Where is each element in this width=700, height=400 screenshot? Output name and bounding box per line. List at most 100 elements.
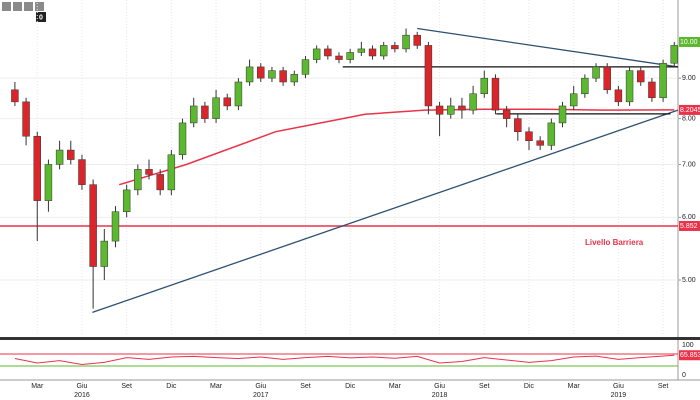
x-tick-label: Dic	[345, 383, 356, 390]
candle-body	[536, 140, 544, 146]
candle-body	[469, 93, 477, 111]
candle-body	[480, 77, 489, 95]
badge[interactable]: 0	[39, 14, 43, 21]
x-tick-label: Giu	[77, 383, 88, 390]
x-tick-label: Giu	[434, 383, 445, 390]
candle-body	[424, 45, 433, 107]
y-tick-label: 9.00	[682, 75, 696, 82]
toolbar: 0	[2, 2, 46, 22]
candle-body	[637, 70, 645, 83]
last-price-box	[679, 36, 700, 47]
candle-body	[312, 48, 321, 60]
x-tick-label: Set	[300, 383, 311, 390]
x-tick-label: Dic	[524, 383, 535, 390]
x-tick-label: Set	[479, 383, 490, 390]
candle-body	[245, 66, 254, 83]
trendline	[92, 109, 679, 314]
oscillator-value-label: 65.853	[680, 352, 700, 359]
tool-icon[interactable]	[13, 2, 22, 11]
panel-separator	[0, 337, 700, 340]
candle-body	[145, 169, 153, 175]
candle-body	[111, 211, 120, 242]
candle-body	[268, 70, 276, 79]
year-label: 2016	[74, 392, 90, 399]
candle-body	[301, 59, 310, 75]
x-tick-label: Mar	[568, 383, 581, 390]
candle-body	[435, 105, 444, 115]
x-tick-label: Dic	[166, 383, 177, 390]
candle-body	[189, 105, 198, 124]
moving-average	[118, 108, 675, 186]
x-tick-label: Giu	[255, 383, 266, 390]
x-tick-label: Set	[658, 383, 669, 390]
tool-icon[interactable]	[2, 2, 11, 11]
candle-body	[11, 89, 19, 103]
y-tick-label: 6.00	[682, 214, 696, 221]
candle-body	[201, 105, 209, 119]
badge-box[interactable]	[36, 12, 46, 22]
oscillator-tick-label: 100	[682, 342, 694, 349]
candle-body	[156, 174, 164, 191]
x-tick-label: Set	[121, 383, 132, 390]
candle-body	[212, 97, 220, 119]
x-tick-label: Giu	[613, 383, 624, 390]
barrier-box	[679, 220, 700, 231]
barrier-name: Livello Barriera	[585, 238, 644, 247]
candle-body	[569, 93, 578, 107]
candle-body	[134, 169, 142, 191]
candle-body	[581, 77, 589, 95]
moving-average-label: 8.2045	[680, 107, 700, 114]
candle-body	[257, 66, 265, 79]
y-tick-label: 7.00	[682, 161, 696, 168]
candle-body	[659, 62, 667, 99]
y-tick-label: 5.00	[682, 277, 696, 284]
candle-body	[22, 101, 30, 137]
candle-body	[357, 48, 366, 53]
oscillator-tick-label: 0	[682, 372, 686, 379]
candle-body	[67, 149, 75, 160]
candle-body	[368, 48, 377, 57]
candle-body	[335, 55, 343, 60]
candle-body	[514, 118, 522, 132]
candle-body	[547, 122, 556, 146]
last-price-label: 10.00	[680, 39, 698, 46]
candle-body	[592, 66, 600, 79]
tool-icon[interactable]	[35, 2, 44, 11]
candle-body	[55, 149, 64, 165]
candle-body	[279, 70, 287, 83]
year-label: 2018	[432, 392, 448, 399]
oscillator-line	[14, 354, 675, 366]
moving-average-box	[679, 104, 700, 115]
candle-body	[447, 105, 455, 115]
candle-body	[614, 89, 623, 103]
tool-icon[interactable]	[24, 2, 33, 11]
candle-body	[525, 131, 533, 142]
x-tick-label: Mar	[210, 383, 223, 390]
candle-body	[33, 135, 41, 201]
candle-body	[78, 159, 86, 185]
candle-body	[122, 189, 131, 212]
candle-body	[234, 81, 243, 107]
candle-body	[625, 70, 634, 103]
y-tick-label: 8.00	[682, 115, 696, 122]
candle-body	[290, 74, 299, 83]
year-label: 2017	[253, 392, 269, 399]
candle-body	[324, 48, 332, 57]
candle-body	[603, 66, 611, 91]
x-tick-label: Mar	[31, 383, 44, 390]
barrier-label: 5.852	[680, 223, 698, 230]
year-label: 2019	[611, 392, 627, 399]
candle-body	[491, 77, 500, 111]
candle-body	[100, 240, 109, 267]
candle-body	[413, 34, 421, 46]
candle-body	[178, 122, 187, 156]
candle-body	[44, 164, 53, 201]
candle-body	[670, 45, 678, 64]
trendline	[417, 27, 679, 68]
candle-body	[223, 97, 231, 107]
candle-body	[558, 105, 567, 124]
candle-body	[346, 52, 354, 60]
oscillator-value-box	[679, 350, 700, 361]
candle-body	[648, 81, 656, 99]
